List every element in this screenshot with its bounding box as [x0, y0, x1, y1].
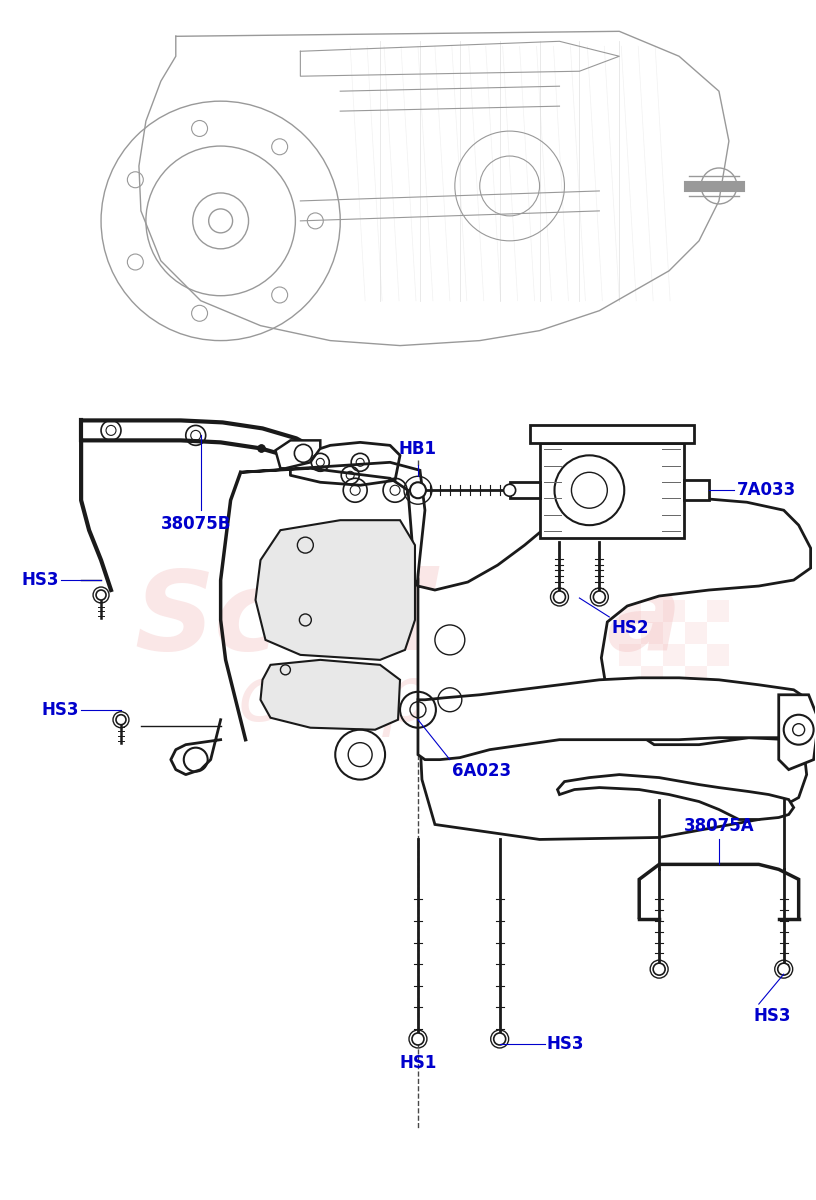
Polygon shape [778, 695, 816, 769]
Polygon shape [276, 440, 321, 468]
Polygon shape [171, 720, 220, 774]
Circle shape [553, 592, 565, 602]
Bar [641, 622, 663, 644]
Bar [619, 600, 641, 622]
Bar [707, 688, 729, 709]
Bar [707, 600, 729, 622]
Text: Scuderia: Scuderia [134, 566, 682, 673]
Circle shape [96, 590, 106, 600]
Bar [663, 600, 685, 622]
Bar [707, 644, 729, 666]
Bar [663, 688, 685, 709]
Polygon shape [557, 774, 794, 820]
Circle shape [653, 964, 665, 976]
Circle shape [410, 482, 426, 498]
Text: 7A033: 7A033 [737, 481, 796, 499]
Text: HS3: HS3 [22, 571, 60, 589]
Bar [641, 666, 663, 688]
Text: HB1: HB1 [399, 440, 437, 458]
Circle shape [778, 964, 790, 976]
Bar [619, 688, 641, 709]
Circle shape [593, 592, 605, 602]
Polygon shape [684, 480, 709, 500]
Polygon shape [530, 426, 694, 443]
Text: HS1: HS1 [399, 1054, 437, 1072]
Polygon shape [241, 462, 810, 840]
Polygon shape [510, 482, 539, 498]
Text: HS3: HS3 [547, 1034, 584, 1052]
Text: 38075A: 38075A [684, 817, 754, 835]
Polygon shape [260, 660, 400, 730]
Text: HS3: HS3 [754, 1007, 792, 1025]
Text: HS2: HS2 [611, 619, 649, 637]
Polygon shape [418, 678, 809, 760]
Bar [685, 666, 707, 688]
Text: 6A023: 6A023 [452, 762, 511, 780]
Text: 38075B: 38075B [161, 515, 231, 533]
Circle shape [412, 1033, 424, 1045]
Bar [685, 622, 707, 644]
Text: HS3: HS3 [42, 701, 79, 719]
Polygon shape [255, 520, 415, 660]
Circle shape [494, 1033, 506, 1045]
Circle shape [116, 715, 126, 725]
Text: car parts: car parts [237, 662, 579, 737]
FancyBboxPatch shape [539, 443, 684, 538]
Circle shape [503, 485, 516, 497]
Bar [619, 644, 641, 666]
Polygon shape [290, 443, 400, 485]
Bar [663, 644, 685, 666]
